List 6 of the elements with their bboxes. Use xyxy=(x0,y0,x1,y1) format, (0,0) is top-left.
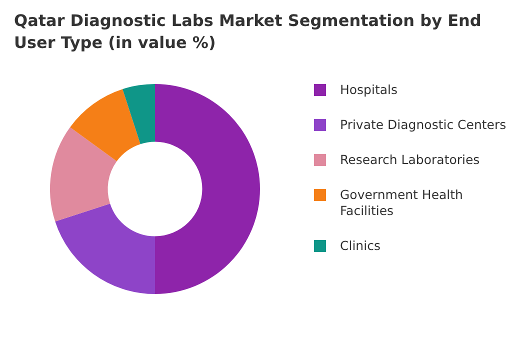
chart-title: Qatar Diagnostic Labs Market Segmentation by End User Type (in value %) xyxy=(14,10,482,54)
legend-label: Government Health Facilities xyxy=(340,187,464,219)
legend-label: Clinics xyxy=(340,238,382,254)
legend-label: Research Laboratories xyxy=(340,152,481,168)
legend-label: Hospitals xyxy=(340,82,399,98)
legend-label: Private Diagnostic Centers xyxy=(340,117,508,133)
